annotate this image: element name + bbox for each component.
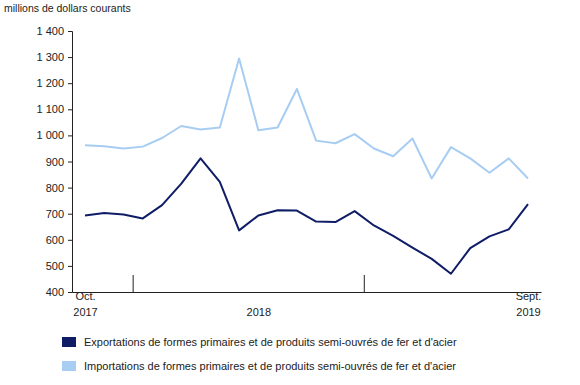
y-tick-mark	[68, 162, 72, 163]
legend-swatch	[62, 337, 76, 347]
y-axis-title: millions de dollars courants	[4, 2, 131, 14]
legend-label: Exportations de formes primaires et de p…	[84, 336, 457, 348]
y-axis: 400 500 600 700 800 900 1 000 1 100 1 200 1 300 1 …	[36, 25, 72, 298]
x-tick: Oct.2017	[73, 290, 97, 318]
series-line	[85, 58, 528, 178]
y-tick-mark	[68, 292, 72, 293]
x-tick-label: Oct.2017	[73, 290, 97, 318]
year-separator	[364, 275, 365, 292]
chart: millions de dollars courants 400 500 600 700…	[0, 0, 580, 385]
legend-label: Importations de formes primaires et de p…	[84, 360, 456, 372]
y-axis-line	[68, 32, 73, 293]
plot-area	[85, 58, 528, 273]
y-tick: 400	[46, 286, 72, 298]
x-tick: 2018	[247, 292, 271, 318]
y-tick-mark	[68, 188, 72, 189]
year-separator	[133, 275, 134, 292]
y-tick-label: 400	[46, 286, 64, 298]
y-tick: 1 000	[36, 129, 72, 141]
y-tick-mark	[68, 240, 72, 241]
y-tick-label: 1 000	[36, 129, 64, 141]
y-tick-label: 600	[46, 234, 64, 246]
y-tick-label: 1 100	[36, 103, 64, 115]
y-tick-mark	[68, 135, 72, 136]
y-tick: 900	[46, 156, 72, 168]
y-tick-mark	[68, 57, 72, 58]
y-tick-label: 1 400	[36, 25, 64, 37]
x-tick-label: Sept.2019	[516, 290, 542, 318]
legend: Exportations de formes primaires et de p…	[62, 336, 457, 372]
y-tick-label: 900	[46, 156, 64, 168]
legend-swatch	[62, 361, 76, 371]
y-tick: 1 400	[36, 25, 72, 37]
y-tick: 1 100	[36, 103, 72, 115]
y-tick: 700	[46, 208, 72, 220]
y-tick-label: 1 300	[36, 51, 64, 63]
y-tick: 1 300	[36, 51, 72, 63]
y-tick-label: 1 200	[36, 77, 64, 89]
y-tick-mark	[68, 109, 72, 110]
y-tick-mark	[68, 83, 72, 84]
y-tick-label: 500	[46, 260, 64, 272]
y-tick: 500	[46, 260, 72, 272]
y-tick: 800	[46, 182, 72, 194]
y-tick-label: 800	[46, 182, 64, 194]
x-tick-label: 2018	[247, 306, 271, 318]
y-tick-mark	[68, 266, 72, 267]
y-tick: 600	[46, 234, 72, 246]
y-tick-mark	[68, 31, 72, 32]
y-tick-label: 700	[46, 208, 64, 220]
y-tick: 1 200	[36, 77, 72, 89]
series-line	[85, 158, 528, 273]
x-tick: Sept.2019	[516, 290, 542, 318]
x-axis: Oct.2017 2018 Sept.2019	[73, 290, 542, 318]
x-axis-line	[73, 292, 542, 293]
y-tick-mark	[68, 214, 72, 215]
